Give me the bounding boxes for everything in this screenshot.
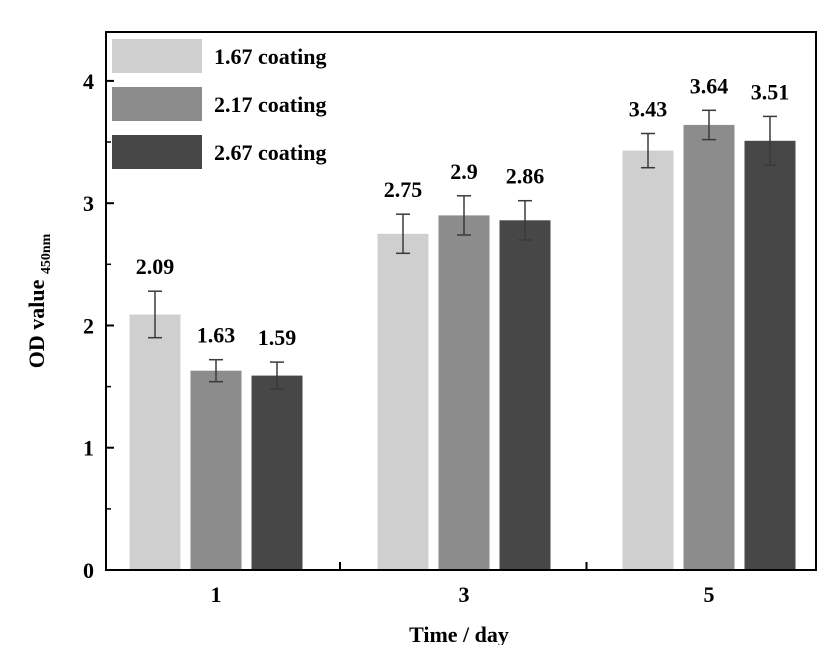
value-label-1-day-5: 3.43 (629, 97, 668, 122)
y-tick-label-0: 0 (83, 558, 94, 583)
error-bar-2-day-5 (702, 109, 716, 141)
error-bars-layer (148, 109, 777, 390)
bar-3-day-3 (499, 220, 551, 571)
value-label-3-day-3: 2.86 (506, 164, 545, 189)
bar-2-day-1 (190, 370, 242, 570)
x-tick-label-5: 5 (704, 582, 715, 607)
legend-swatch-2 (112, 87, 202, 121)
legend: 1.67 coating 2.17 coating 2.67 coating (112, 39, 326, 169)
value-label-3-day-1: 1.59 (258, 325, 297, 350)
y-tick-label-3: 3 (83, 191, 94, 216)
error-bar-3-day-5 (763, 115, 777, 167)
y-tick-label-4: 4 (83, 69, 94, 94)
y-tick-label-2: 2 (83, 314, 94, 339)
bar-2-day-3 (438, 215, 490, 570)
legend-label-2: 2.17 coating (214, 92, 326, 117)
value-label-1-day-1: 2.09 (136, 254, 175, 279)
x-tick-label-3: 3 (459, 582, 470, 607)
x-tick-label-1: 1 (211, 582, 222, 607)
error-bar-1-day-1 (148, 290, 162, 339)
x-axis-title: Time / day (409, 622, 509, 645)
bars-layer (129, 124, 796, 571)
error-bar-1-day-3 (396, 213, 410, 255)
value-label-2-day-5: 3.64 (690, 73, 729, 98)
bar-1-day-1 (129, 314, 181, 570)
plot-frame (105, 31, 817, 571)
value-label-1-day-3: 2.75 (384, 177, 423, 202)
bar-1-day-5 (622, 150, 674, 570)
error-bar-2-day-1 (209, 358, 223, 383)
error-bar-1-day-5 (641, 132, 655, 169)
x-axis: 1 3 5 (211, 562, 715, 607)
value-label-2-day-1: 1.63 (197, 323, 236, 348)
value-label-2-day-3: 2.9 (450, 159, 478, 184)
y-axis: 0 1 2 3 4 (83, 69, 114, 583)
value-label-3-day-5: 3.51 (751, 79, 790, 104)
bar-1-day-3 (377, 233, 429, 571)
y-axis-title-subscript: 450nm (39, 233, 54, 274)
y-tick-label-1: 1 (83, 436, 94, 461)
error-bar-3-day-1 (270, 361, 284, 390)
error-bar-3-day-3 (518, 199, 532, 241)
legend-swatch-3 (112, 135, 202, 169)
error-bar-2-day-3 (457, 195, 471, 236)
legend-label-3: 2.67 coating (214, 140, 326, 165)
bar-3-day-1 (251, 375, 303, 570)
legend-label-1: 1.67 coating (214, 44, 326, 69)
y-axis-title: OD value 450nm (24, 233, 54, 368)
value-labels-layer: 2.09 2.75 3.43 1.63 2.9 3.64 1.59 2.86 3.51 (136, 73, 790, 350)
bar-2-day-5 (683, 124, 735, 571)
legend-swatch-1 (112, 39, 202, 73)
y-axis-title-main: OD value (24, 279, 49, 368)
bar-3-day-5 (744, 140, 796, 571)
